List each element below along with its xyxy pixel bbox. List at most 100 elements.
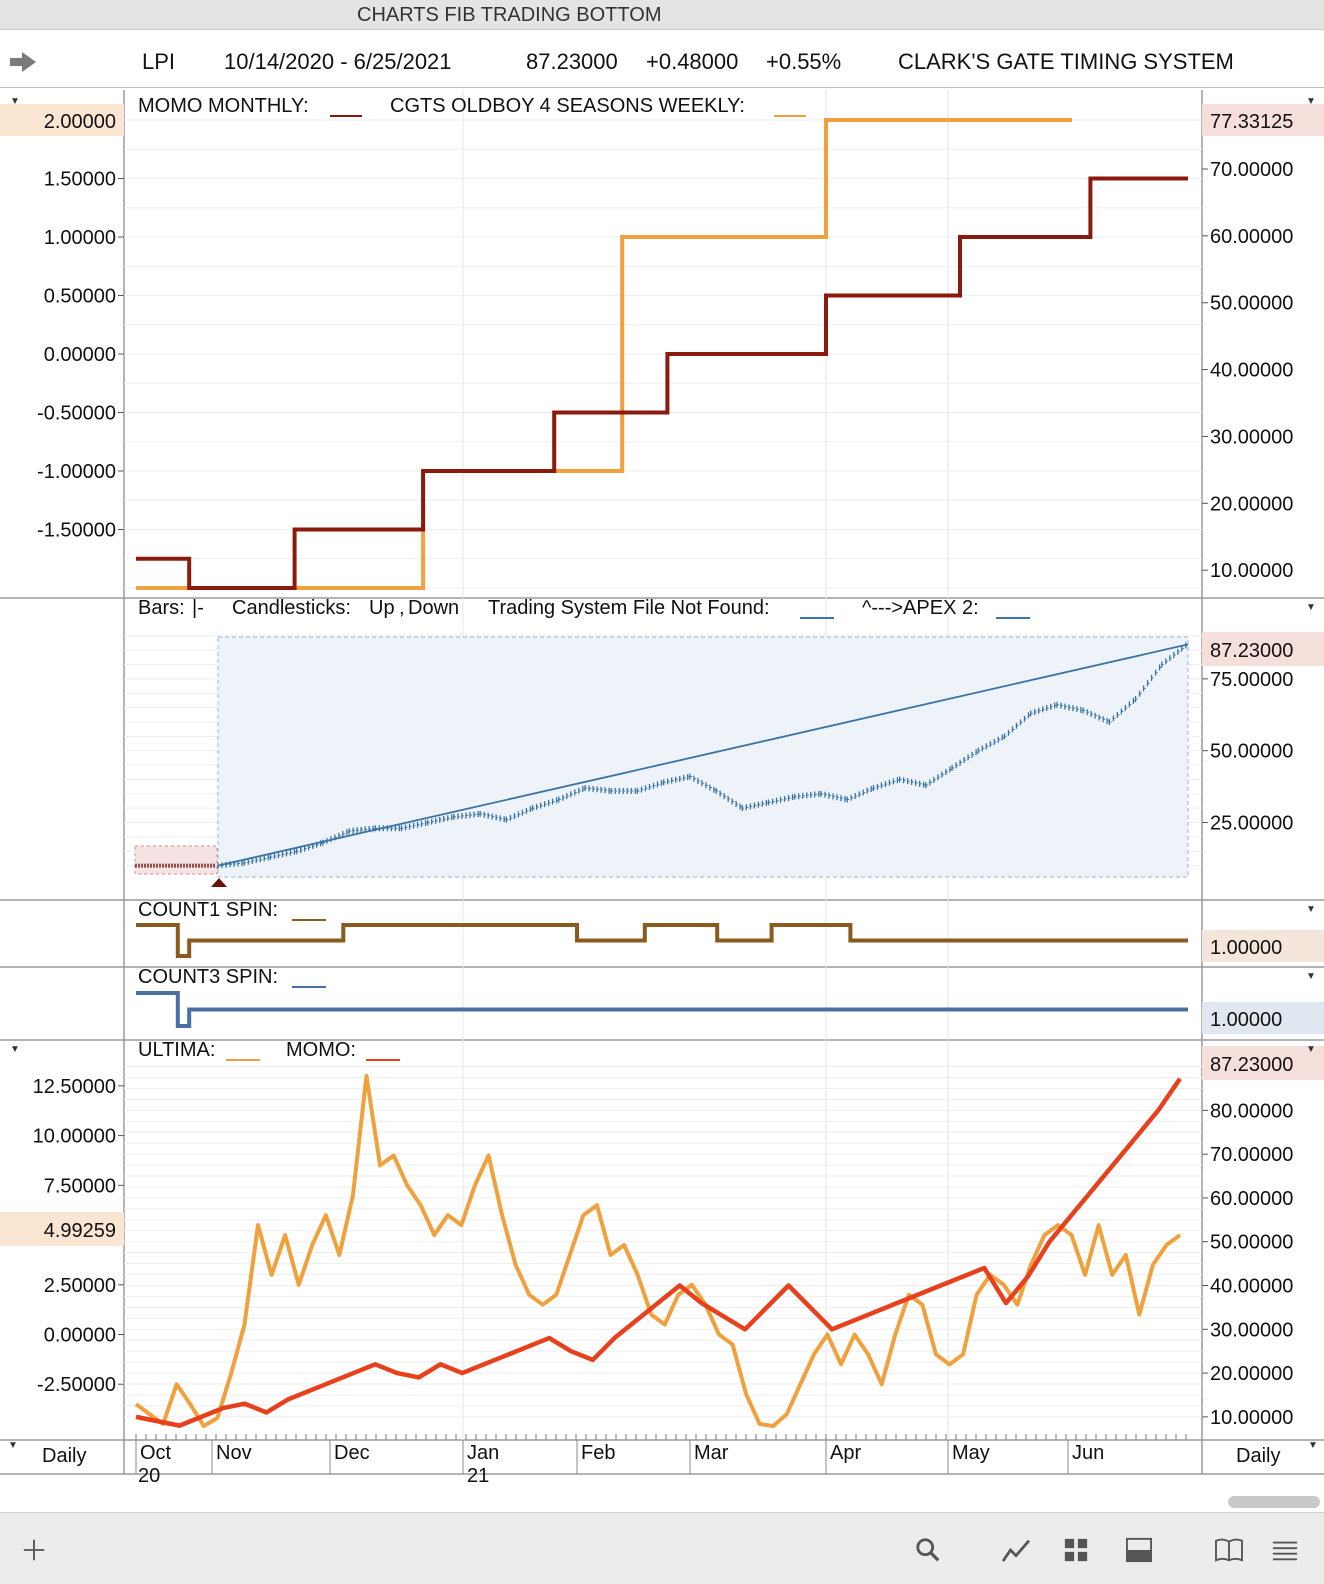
right-tick-label: 30.00000 bbox=[1210, 426, 1293, 448]
chart-area[interactable]: 1.50000 1.00000 0.50000 0.00000 -0.50000 -1.0… bbox=[0, 90, 1324, 1495]
legend-momo-monthly: MOMO MONTHLY: bbox=[138, 95, 309, 117]
panel1-right-axis: 70.00000 60.00000 50.00000 40.00000 30.00000… bbox=[1202, 159, 1293, 582]
bars-label: Bars: bbox=[138, 597, 185, 619]
marker-arrow-icon bbox=[211, 878, 227, 887]
year-label: 21 bbox=[467, 1465, 489, 1487]
price-range-box bbox=[217, 636, 1189, 878]
line-chart-icon[interactable] bbox=[1000, 1537, 1032, 1563]
left-tick-label: 0.00000 bbox=[44, 1325, 116, 1347]
price-change-pct: +0.55% bbox=[766, 49, 842, 74]
panel4-right-badge-bg bbox=[1202, 1002, 1324, 1034]
panel5-left-axis: 12.50000 10.00000 7.50000 2.50000 0.00000 -2.… bbox=[33, 1076, 124, 1396]
right-tick-label: 20.00000 bbox=[1210, 1363, 1293, 1385]
left-tick-label: 0.50000 bbox=[44, 286, 116, 308]
quote-header: LPI 10/14/2020 - 6/25/2021 87.23000 +0.4… bbox=[0, 36, 1324, 88]
month-label: Jun bbox=[1072, 1442, 1104, 1464]
down-label: Down bbox=[408, 597, 459, 619]
right-period-menu-icon[interactable]: ▼ bbox=[1308, 1440, 1318, 1451]
up-label: Up bbox=[369, 597, 395, 619]
date-range: 10/14/2020 - 6/25/2021 bbox=[224, 49, 452, 74]
panel1-right-badge: 77.33125 bbox=[1210, 111, 1293, 133]
right-tick-label: 25.00000 bbox=[1210, 813, 1293, 835]
grid-icon[interactable] bbox=[1062, 1537, 1090, 1563]
count3-spin-line bbox=[136, 991, 1188, 1028]
left-tick-label: -2.50000 bbox=[37, 1374, 116, 1396]
search-icon[interactable] bbox=[914, 1537, 942, 1563]
panel2-right-badge: 87.23000 bbox=[1210, 640, 1293, 662]
panel2-right-menu-icon[interactable]: ▼ bbox=[1306, 602, 1316, 613]
book-icon[interactable] bbox=[1212, 1537, 1246, 1563]
panel1-left-axis: 1.50000 1.00000 0.50000 0.00000 -0.50000 -1.0… bbox=[37, 169, 124, 542]
left-tick-label: -0.50000 bbox=[37, 403, 116, 425]
panel-layout-icon[interactable] bbox=[1124, 1537, 1154, 1563]
right-tick-label: 40.00000 bbox=[1210, 1276, 1293, 1298]
right-tick-label: 50.00000 bbox=[1210, 1232, 1293, 1254]
trading-system-label: Trading System File Not Found: bbox=[488, 597, 770, 619]
ultima-line bbox=[134, 1073, 1182, 1429]
panel4-right-badge: 1.00000 bbox=[1210, 1009, 1282, 1031]
last-price: 87.23000 bbox=[526, 49, 618, 74]
panel5-right-badge-bg bbox=[1202, 1046, 1324, 1080]
symbol-label[interactable]: LPI bbox=[142, 49, 176, 74]
apex-label: ^--->APEX 2: bbox=[862, 597, 979, 619]
panel5-right-menu-icon[interactable]: ▼ bbox=[1306, 1044, 1316, 1055]
panel5-right-axis: 80.00000 70.00000 60.00000 50.00000 40.00000… bbox=[1202, 1100, 1293, 1429]
count3-label: COUNT3 SPIN: bbox=[138, 966, 278, 988]
candlesticks-label: Candlesticks: bbox=[232, 597, 351, 619]
right-tick-label: 60.00000 bbox=[1210, 226, 1293, 248]
panel2-right-axis: 75.00000 50.00000 25.00000 bbox=[1202, 669, 1293, 835]
panel4-right-menu-icon[interactable]: ▼ bbox=[1306, 971, 1316, 982]
add-icon[interactable] bbox=[20, 1537, 48, 1563]
right-tick-label: 50.00000 bbox=[1210, 293, 1293, 315]
right-period-label[interactable]: Daily bbox=[1236, 1445, 1280, 1467]
left-tick-label: -1.50000 bbox=[37, 520, 116, 542]
right-tick-label: 30.00000 bbox=[1210, 1319, 1293, 1341]
right-tick-label: 20.00000 bbox=[1210, 493, 1293, 515]
count1-label: COUNT1 SPIN: bbox=[138, 899, 278, 921]
horizontal-scrollbar[interactable] bbox=[1228, 1496, 1320, 1508]
left-tick-label: -1.00000 bbox=[37, 461, 116, 483]
left-tick-label: 1.00000 bbox=[44, 227, 116, 249]
time-axis: Oct Nov Dec Jan Feb Mar Apr May Jun 20 21 bbox=[135, 1434, 1187, 1487]
oldboy-step-line bbox=[136, 118, 1072, 590]
arrow-right-icon[interactable] bbox=[8, 50, 38, 74]
right-tick-label: 70.00000 bbox=[1210, 1144, 1293, 1166]
panel5-left-badge: 4.99259 bbox=[44, 1220, 116, 1242]
panel5-left-badge-bg bbox=[0, 1212, 124, 1246]
left-period-menu-icon[interactable]: ▼ bbox=[8, 1440, 18, 1451]
panel1-left-badge-bg bbox=[0, 104, 124, 136]
left-period-label[interactable]: Daily bbox=[42, 1445, 86, 1467]
right-tick-label: 10.00000 bbox=[1210, 560, 1293, 582]
panel1-left-badge: 2.00000 bbox=[44, 111, 116, 133]
prior-range-box bbox=[134, 845, 218, 875]
panel1-right-menu-icon[interactable]: ▼ bbox=[1306, 96, 1316, 107]
panel5-menu-icon[interactable]: ▼ bbox=[10, 1044, 20, 1055]
comma-label: , bbox=[399, 597, 405, 619]
right-tick-label: 80.00000 bbox=[1210, 1100, 1293, 1122]
panel2-right-badge-bg bbox=[1202, 632, 1324, 666]
panel3-right-menu-icon[interactable]: ▼ bbox=[1306, 904, 1316, 915]
panel1-gridlines bbox=[124, 119, 1202, 589]
month-label: May bbox=[952, 1442, 990, 1464]
month-label: Mar bbox=[694, 1442, 729, 1464]
left-tick-label: 2.50000 bbox=[44, 1275, 116, 1297]
momo-monthly-step-line bbox=[136, 176, 1188, 590]
month-label: Apr bbox=[830, 1442, 861, 1464]
bars-symbol: |- bbox=[192, 597, 204, 619]
month-label: Feb bbox=[581, 1442, 615, 1464]
panel5-right-badge: 87.23000 bbox=[1210, 1054, 1293, 1076]
window-title: CHARTS FIB TRADING BOTTOM bbox=[357, 4, 662, 26]
right-tick-label: 40.00000 bbox=[1210, 360, 1293, 382]
month-label: Nov bbox=[216, 1442, 252, 1464]
panel1-right-badge-bg bbox=[1202, 104, 1324, 136]
panel3-right-badge: 1.00000 bbox=[1210, 937, 1282, 959]
list-menu-icon[interactable] bbox=[1270, 1537, 1300, 1563]
month-label: Oct bbox=[140, 1442, 172, 1464]
panel1-menu-icon[interactable]: ▼ bbox=[10, 96, 20, 107]
legend-momo: MOMO: bbox=[286, 1039, 356, 1061]
price-change: +0.48000 bbox=[646, 49, 739, 74]
right-tick-label: 50.00000 bbox=[1210, 741, 1293, 763]
left-tick-label: 0.00000 bbox=[44, 344, 116, 366]
left-tick-label: 10.00000 bbox=[33, 1126, 116, 1148]
legend-ultima: ULTIMA: bbox=[138, 1039, 215, 1061]
